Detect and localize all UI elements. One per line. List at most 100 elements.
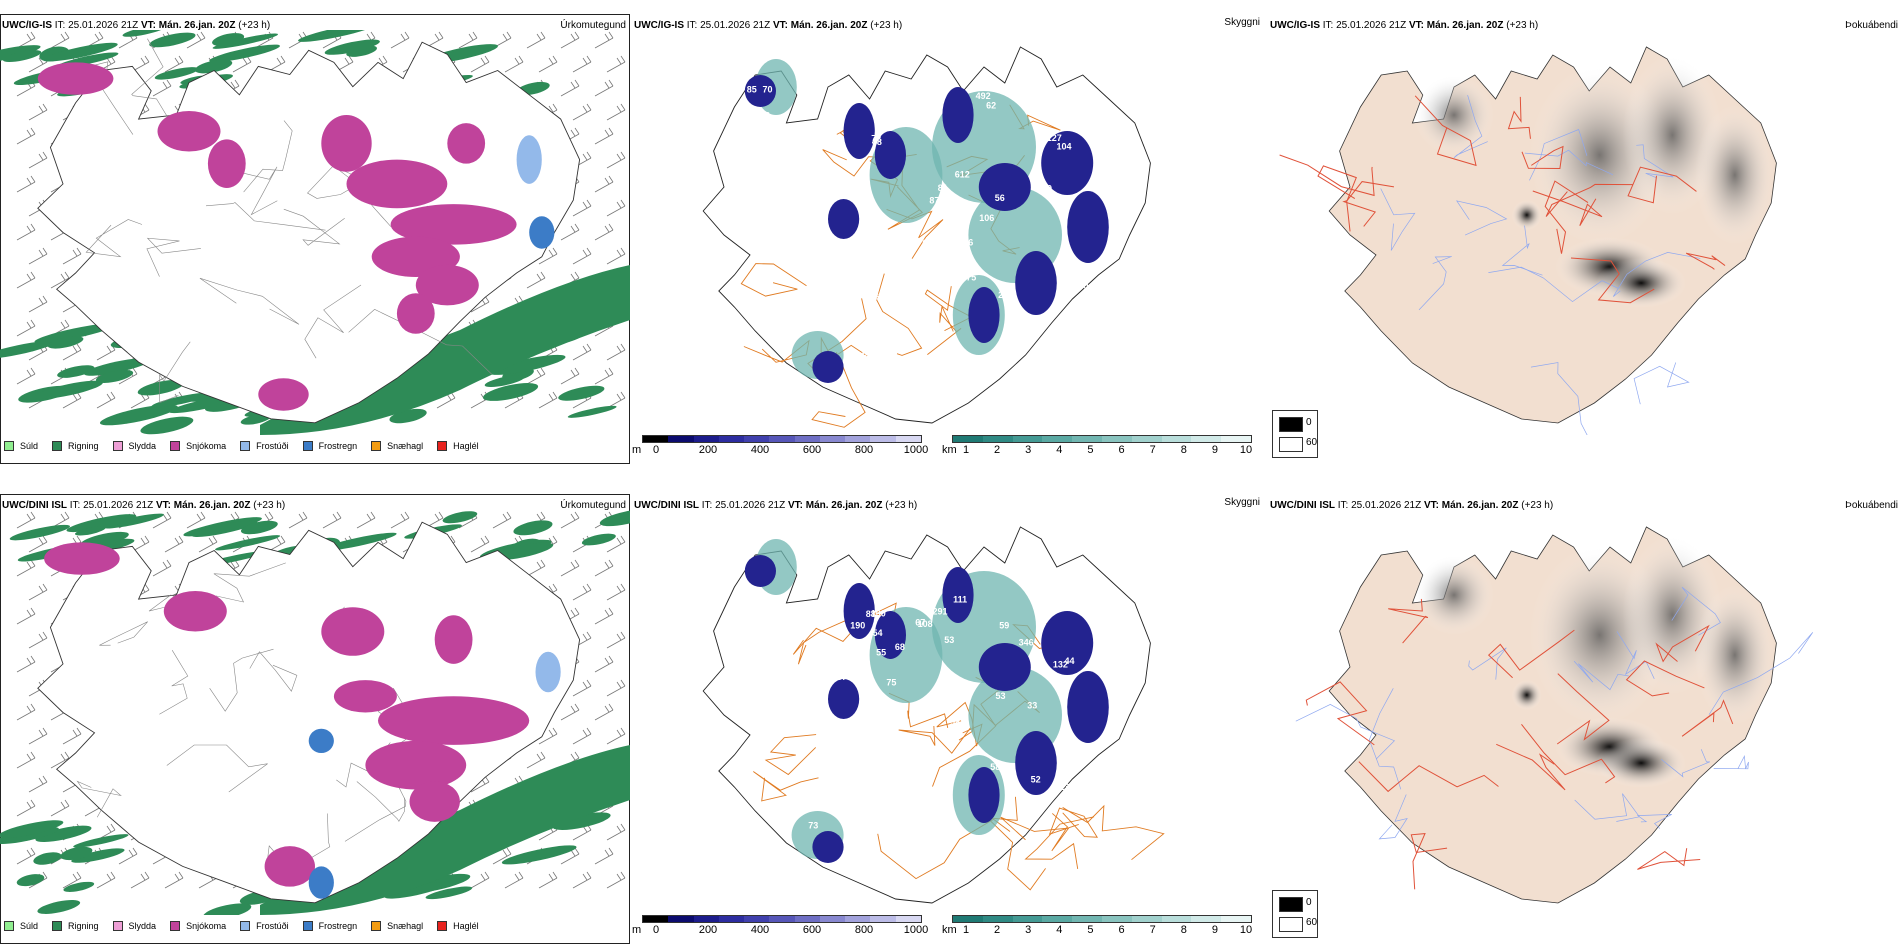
fog-legend-swatch: [1279, 437, 1303, 452]
panel-header: UWC/DINI ISL IT: 25.01.2026 21Z VT: Mán.…: [634, 500, 918, 511]
panel-type-title: Skyggni: [1224, 497, 1260, 508]
colorbar-tick: 200: [698, 924, 718, 936]
fog-legend-label: 60: [1306, 917, 1318, 928]
visibility-value-label: 41: [857, 663, 867, 673]
iceland-coastline: [702, 46, 1151, 424]
legend-item: Snæhagl: [371, 921, 423, 931]
legend-swatch: [437, 921, 448, 931]
visibility-value-label: 48: [872, 137, 882, 147]
legend-item: Snjókoma: [170, 921, 226, 931]
visibility-value-label: 265: [998, 290, 1013, 300]
visibility-value-label: 44: [1064, 656, 1074, 666]
fog-legend: 0 60: [1272, 410, 1318, 458]
colorbar-tick: 9: [1211, 444, 1218, 456]
iceland-fog-map: [1279, 46, 1777, 435]
visibility-value-label: 291: [932, 606, 947, 616]
visibility-value-label: 246: [958, 237, 973, 247]
legend-label: Frostregn: [318, 921, 358, 931]
panel-header: UWC/DINI ISL IT: 25.01.2026 21Z VT: Mán.…: [1270, 500, 1554, 511]
visibility-value-label: 67: [915, 617, 925, 627]
legend-swatch: [52, 441, 63, 451]
visibility-value-label: 155: [739, 67, 754, 77]
legend-label: Haglél: [453, 921, 479, 931]
colorbar-tick: 9: [1211, 924, 1218, 936]
legend-label: Snjókoma: [186, 441, 227, 451]
visibility-value-label: 75: [886, 678, 896, 688]
colorbar-unit: km: [942, 444, 957, 456]
visibility-panel: UWC/IG-IS IT: 25.01.2026 21Z VT: Mán. 26…: [632, 0, 1268, 470]
colorbar-tick: 800: [854, 924, 874, 936]
map-frame: [0, 494, 630, 944]
colorbar-tick: 0: [652, 924, 660, 936]
legend-label: Súld: [20, 921, 39, 931]
legend-item: Snjókoma: [170, 441, 226, 451]
legend-item: Frostúði: [240, 441, 289, 451]
road-network: [1279, 95, 1726, 304]
colorbar-tick: 4: [1056, 924, 1063, 936]
legend-item: Súld: [4, 441, 38, 451]
visibility-value-label: 72: [903, 258, 913, 268]
visibility-value-label: 53: [760, 111, 770, 121]
colorbar-tick: 10: [1239, 924, 1253, 936]
very-low-visibility-areas: [744, 75, 1109, 383]
visibility-value-label: 61: [862, 349, 872, 359]
legend-swatch: [112, 921, 123, 931]
legend-label: Haglél: [453, 441, 479, 451]
precip-type-panel: UWC/DINI ISL IT: 25.01.2026 21Z VT: Mán.…: [0, 480, 632, 950]
visibility-value-label: 62: [986, 101, 996, 111]
colorbar-tick: 1000: [903, 444, 929, 456]
colorbar-tick: 5: [1087, 924, 1094, 936]
fog-legend-swatch: [1279, 917, 1303, 932]
visibility-value-label: 29: [922, 805, 932, 815]
visibility-value-label: 130: [1059, 782, 1074, 792]
visibility-panel: UWC/DINI ISL IT: 25.01.2026 21Z VT: Mán.…: [632, 480, 1268, 950]
colorbar-tick: 1: [962, 444, 970, 456]
visibility-value-label: 105: [748, 593, 763, 603]
visibility-km-colorbar: km 1 2 3 4 5 6 7 8 9 10: [942, 915, 1262, 937]
colorbar-tick: 2: [994, 924, 1001, 936]
visibility-value-label: 81: [938, 183, 948, 193]
visibility-value-label: 328: [865, 734, 880, 744]
visibility-value-label: 86: [869, 292, 879, 302]
colorbar-tick: 7: [1149, 924, 1156, 936]
iceland-visibility-map: 155 70 85 53 56 48 56 65 63 99 127 221 72 44 67 62 86 104…: [702, 46, 1151, 428]
fog-legend-label: 60: [1306, 437, 1318, 448]
colorbar-swatches: [642, 915, 922, 923]
colorbar-tick: 1000: [903, 924, 929, 936]
visibility-value-label: 106: [979, 213, 994, 223]
visibility-value-label: 134: [1090, 609, 1105, 619]
visibility-value-label: 182: [1095, 595, 1110, 605]
iceland-fog-map: [1295, 526, 1814, 904]
visibility-m-colorbar: m 0 200 400 600 800 1000: [632, 915, 932, 937]
visibility-value-label: 67: [926, 279, 936, 289]
visibility-value-label: 40: [872, 356, 882, 366]
visibility-value-label: 111: [953, 595, 967, 605]
visibility-value-label: 85: [747, 84, 757, 94]
visibility-value-label: 33: [1027, 701, 1037, 711]
legend-label: Slydda: [128, 441, 157, 451]
visibility-value-label: 190: [850, 621, 865, 631]
visibility-value-label: 56: [859, 250, 869, 260]
visibility-value-label: 67: [749, 593, 759, 603]
legend-swatch: [170, 441, 181, 451]
legend-item: Rigning: [52, 441, 99, 451]
precip-type-panel: UWC/IG-IS IT: 25.01.2026 21Z VT: Mán. 26…: [0, 0, 632, 470]
colorbar-tick: 8: [1180, 924, 1187, 936]
visibility-value-label: 100: [1073, 281, 1088, 291]
fog-index-field: [1414, 55, 1775, 308]
visibility-value-label: 89: [955, 221, 965, 231]
legend-label: Frostúði: [256, 921, 289, 931]
colorbar-tick: 3: [1025, 924, 1032, 936]
legend-label: Rigning: [68, 441, 99, 451]
visibility-value-label: 72: [1056, 111, 1066, 121]
legend-swatch: [371, 921, 382, 931]
visibility-value-label: 68: [895, 642, 905, 652]
panel-header: UWC/IG-IS IT: 25.01.2026 21Z VT: Mán. 26…: [2, 20, 271, 31]
colorbar-tick: 4: [1056, 444, 1063, 456]
fog-index-panel: UWC/DINI ISL IT: 25.01.2026 21Z VT: Mán.…: [1268, 480, 1900, 950]
colorbar-tick: 5: [1087, 444, 1094, 456]
colorbar-tick: 2: [994, 444, 1001, 456]
visibility-value-label: 492: [976, 91, 991, 101]
visibility-value-label: 612: [955, 169, 970, 179]
